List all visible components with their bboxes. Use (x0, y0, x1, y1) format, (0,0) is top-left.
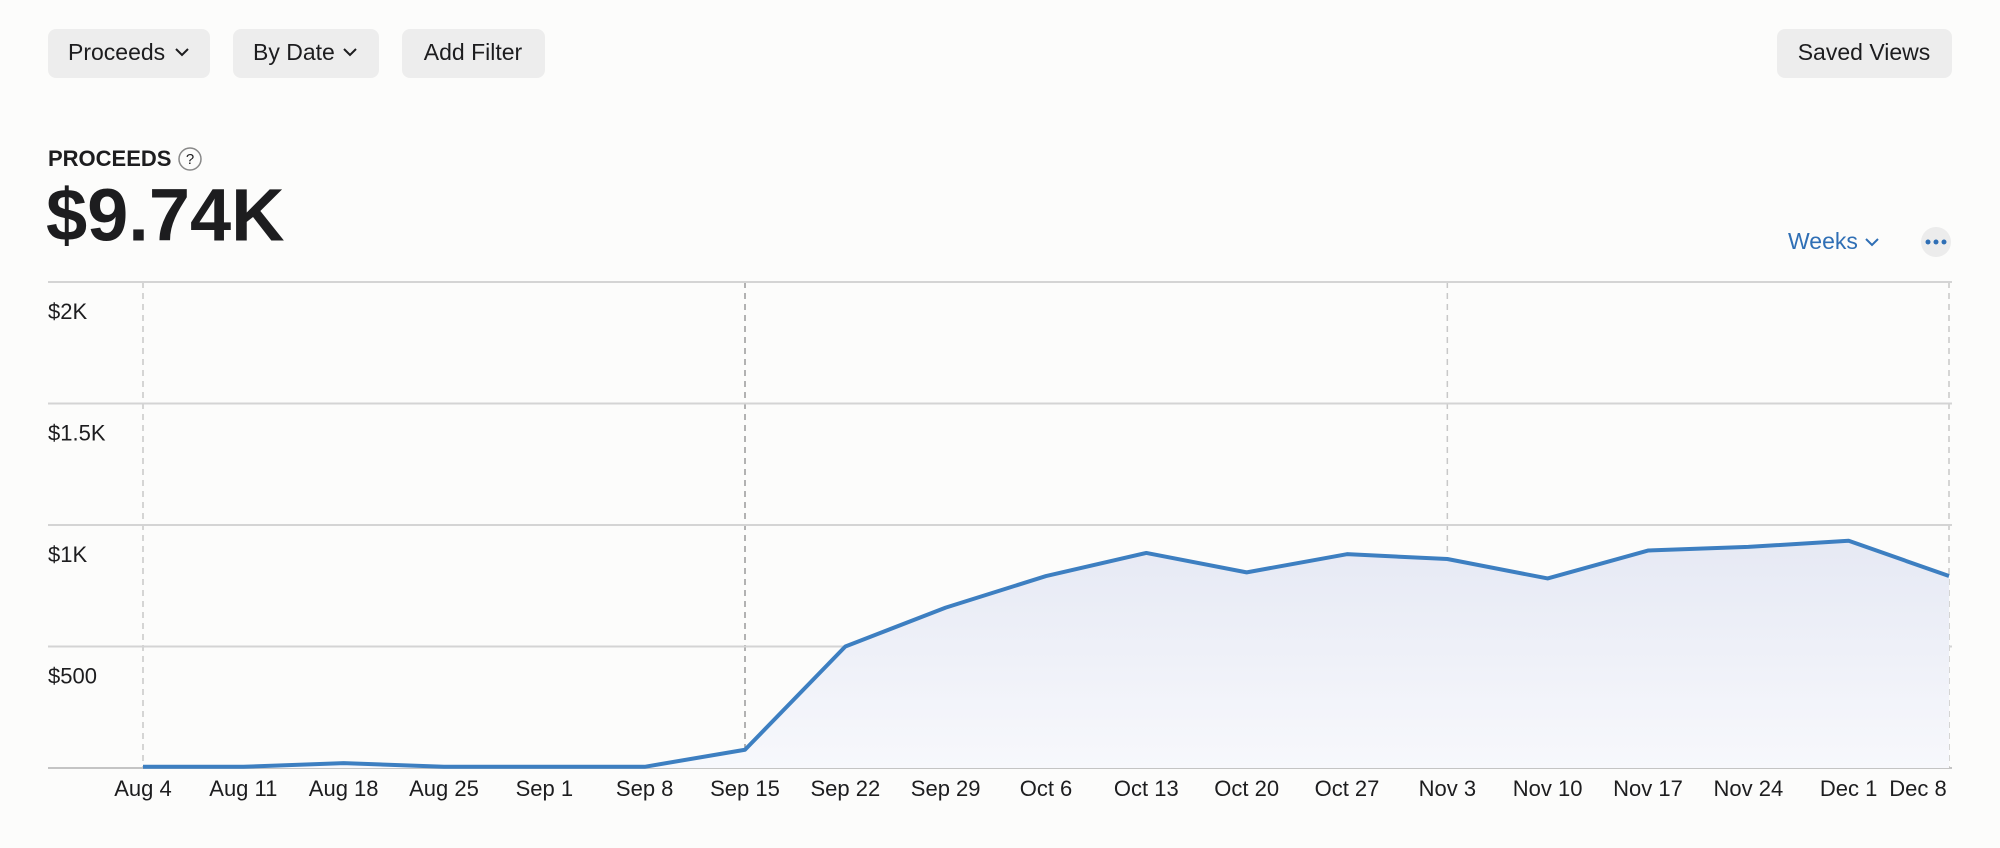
x-tick-label: Sep 15 (710, 776, 780, 801)
y-tick-label: $1.5K (48, 420, 106, 445)
x-tick-label: Aug 18 (309, 776, 379, 801)
dot (1941, 239, 1947, 245)
x-tick-label: Nov 3 (1419, 776, 1476, 801)
y-tick-label: $500 (48, 663, 97, 688)
help-icon[interactable]: ? (178, 147, 202, 171)
x-tick-label: Nov 10 (1513, 776, 1583, 801)
total-value: $9.74K (46, 174, 285, 257)
x-tick-label: Sep 8 (616, 776, 674, 801)
button-bg (48, 29, 210, 78)
add-filter-button[interactable]: Add Filter (402, 29, 545, 78)
period-label: Weeks (1788, 228, 1858, 254)
button-bg (233, 29, 379, 78)
button-bg (1777, 29, 1952, 78)
x-tick-label: Dec 8 (1889, 776, 1946, 801)
x-tick-label: Oct 6 (1020, 776, 1073, 801)
button-label: Proceeds (68, 39, 165, 65)
x-tick-label: Dec 1 (1820, 776, 1877, 801)
dot (1933, 239, 1939, 245)
button-bg (402, 29, 545, 78)
x-tick-label: Sep 29 (911, 776, 981, 801)
x-tick-label: Aug 11 (209, 776, 277, 801)
metric-label: PROCEEDS (48, 146, 171, 171)
line (143, 538, 1950, 769)
x-tick-label: Aug 25 (409, 776, 479, 801)
period-selector[interactable]: Weeks (1788, 228, 1879, 254)
x-tick-label: Nov 17 (1613, 776, 1683, 801)
x-tick-label: Sep 1 (516, 776, 574, 801)
x-tick-label: Oct 20 (1214, 776, 1279, 801)
more-button[interactable] (1921, 227, 1951, 257)
area (143, 540, 1949, 768)
x-tick-label: Aug 4 (114, 776, 172, 801)
dot (1925, 239, 1931, 245)
help-text: ? (186, 151, 194, 168)
help-circle (178, 147, 202, 171)
by-date-button[interactable]: By Date (233, 29, 379, 78)
button-label: Saved Views (1798, 39, 1931, 65)
chevron (1865, 238, 1879, 247)
x-tick-label: Sep 22 (810, 776, 880, 801)
proceeds-button[interactable]: Proceeds (48, 29, 210, 78)
y-tick-label: $2K (48, 299, 87, 324)
x-tick-label: Oct 13 (1114, 776, 1179, 801)
button-label: By Date (253, 39, 335, 65)
x-tick-label: Nov 24 (1713, 776, 1783, 801)
y-tick-label: $1K (48, 542, 87, 567)
chevron (343, 48, 357, 57)
button-label: Add Filter (424, 39, 523, 65)
saved-views-button[interactable]: Saved Views (1777, 29, 1952, 78)
chevron (175, 48, 189, 57)
x-tick-label: Oct 27 (1315, 776, 1380, 801)
